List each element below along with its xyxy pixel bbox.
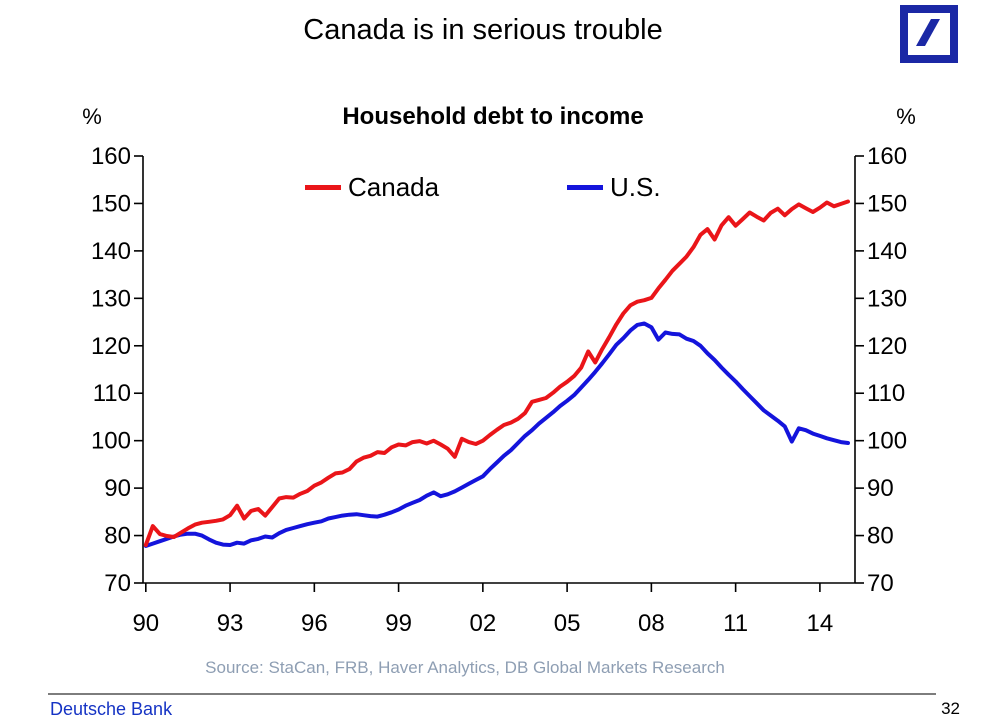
y-tick-label-left: 120 [91,333,131,360]
canada-line-swatch [305,184,341,190]
y-axis-unit-left: % [82,104,102,129]
x-tick-label: 08 [638,610,665,637]
source-note: Source: StaCan, FRB, Haver Analytics, DB… [205,658,725,677]
y-tick-label-left: 70 [104,570,131,597]
y-tick-label-right: 70 [867,570,894,597]
x-tick-label: 05 [554,610,581,637]
deutsche-bank-logo [900,5,958,63]
us-line [143,321,850,548]
y-tick-label-right: 130 [867,285,907,312]
us-line-swatch [567,184,603,190]
x-tick-label: 02 [469,610,496,637]
y-tick-label-right: 90 [867,475,894,502]
legend-item-us: U.S. [567,172,661,202]
y-tick-label-left: 160 [91,143,131,170]
y-tick-label-right: 160 [867,143,907,170]
y-tick-label-left: 130 [91,285,131,312]
chart-title: Household debt to income [342,103,644,130]
legend-label-us: U.S. [610,171,661,202]
y-tick-label-right: 120 [867,333,907,360]
x-tick-label: 11 [723,610,748,637]
y-tick-label-left: 80 [104,523,131,550]
logo-slash-icon [916,19,940,46]
x-tick-label: 93 [217,610,244,637]
y-tick-label-right: 140 [867,238,907,265]
x-tick-label: 14 [807,610,834,637]
y-tick-label-left: 150 [91,190,131,217]
footer-divider [48,693,936,695]
y-axis-unit-right: % [896,104,916,129]
legend-item-canada: Canada [305,172,439,202]
legend-label-canada: Canada [348,171,440,202]
page-number: 32 [941,699,960,718]
footer-brand: Deutsche Bank [50,699,173,719]
slide-title: Canada is in serious trouble [303,14,663,46]
y-tick-label-left: 110 [93,380,131,407]
y-tick-label-left: 100 [91,428,131,455]
chart-plot-area: 70 70 80 80 90 90 100 100 110 110 120 120 130 130 140 1… [91,143,907,637]
y-tick-label-left: 90 [104,475,131,502]
x-tick-label: 99 [385,610,412,637]
y-tick-label-right: 110 [867,380,905,407]
canada-line [143,199,850,547]
y-tick-label-left: 140 [91,238,131,265]
y-tick-label-right: 100 [867,428,907,455]
y-tick-label-right: 80 [867,523,894,550]
x-tick-label: 90 [132,610,159,637]
x-tick-label: 96 [301,610,328,637]
y-tick-label-right: 150 [867,190,907,217]
